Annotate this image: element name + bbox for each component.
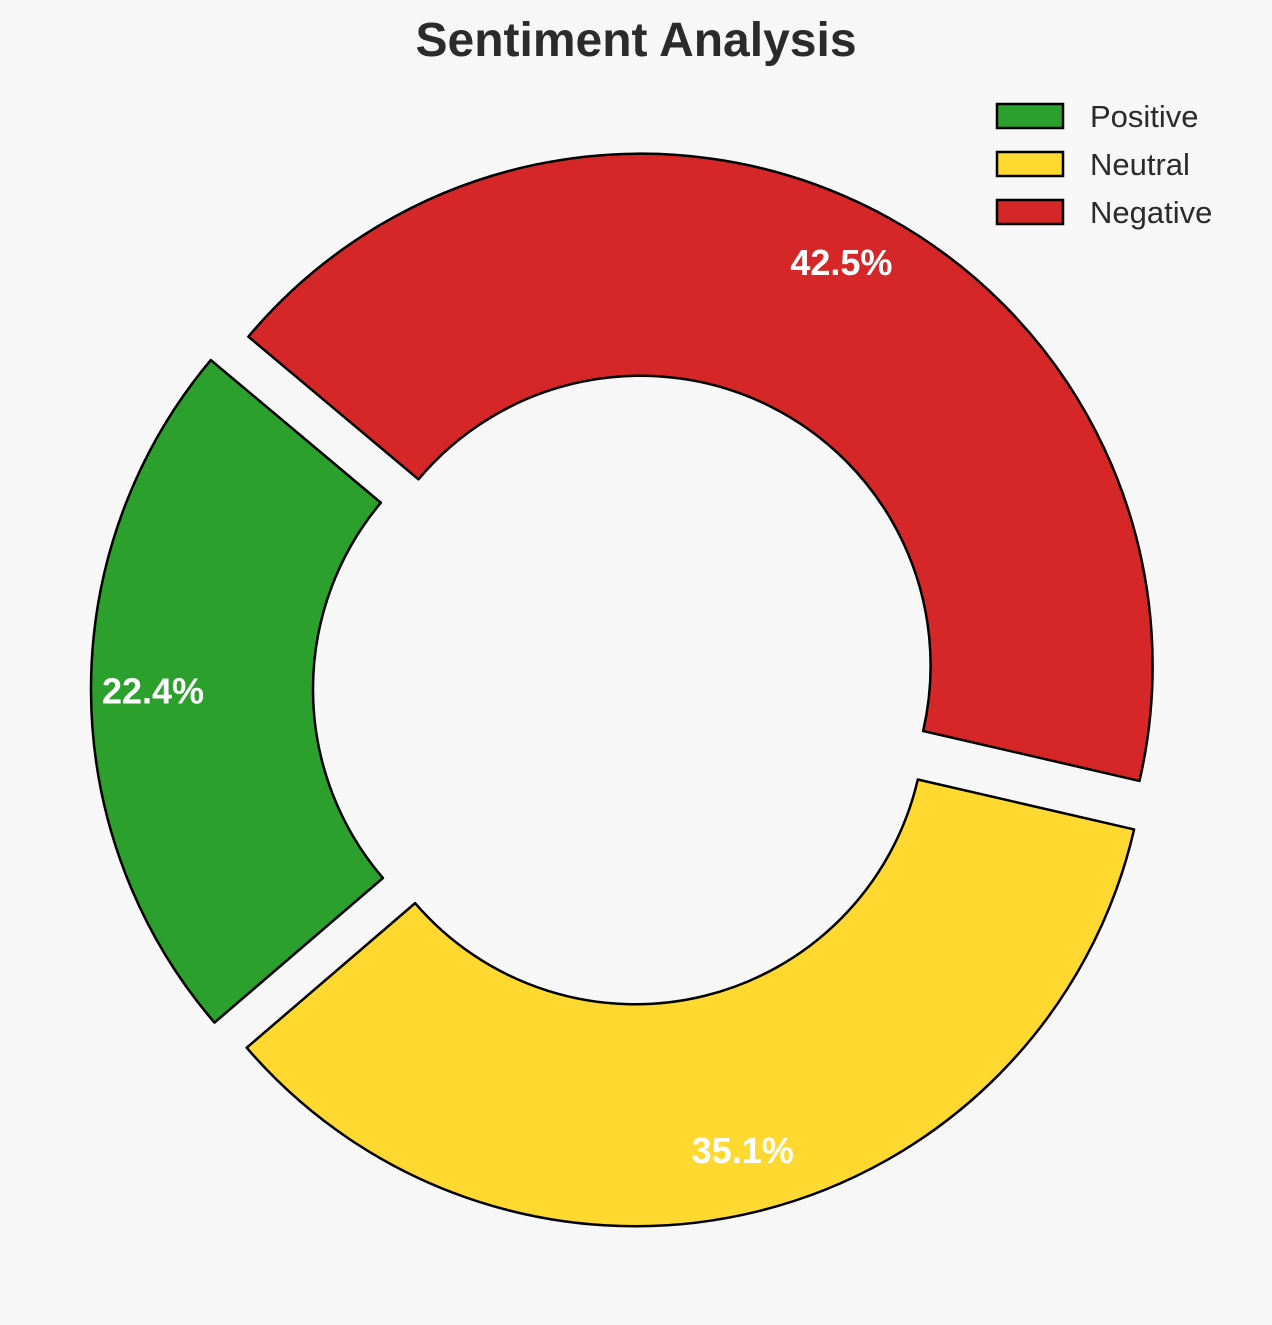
legend-swatch-neutral bbox=[995, 150, 1065, 178]
slice-label-positive: 22.4% bbox=[102, 671, 204, 712]
legend-label-negative: Negative bbox=[1090, 195, 1212, 230]
slice-label-negative: 42.5% bbox=[790, 242, 892, 283]
slice-neutral bbox=[245, 778, 1136, 1228]
slices-layer bbox=[89, 152, 1154, 1228]
legend-label-positive: Positive bbox=[1090, 99, 1199, 134]
slice-positive bbox=[89, 358, 385, 1024]
legend: Positive Neutral Negative bbox=[995, 99, 1212, 230]
legend-swatch-negative bbox=[995, 198, 1065, 226]
chart-title: Sentiment Analysis bbox=[415, 14, 856, 67]
slice-negative bbox=[247, 152, 1154, 783]
slice-label-neutral: 35.1% bbox=[692, 1130, 794, 1171]
legend-label-neutral: Neutral bbox=[1090, 147, 1190, 182]
legend-swatch-positive bbox=[995, 102, 1065, 130]
slice-labels-layer: 22.4% 35.1% 42.5% bbox=[102, 242, 892, 1171]
